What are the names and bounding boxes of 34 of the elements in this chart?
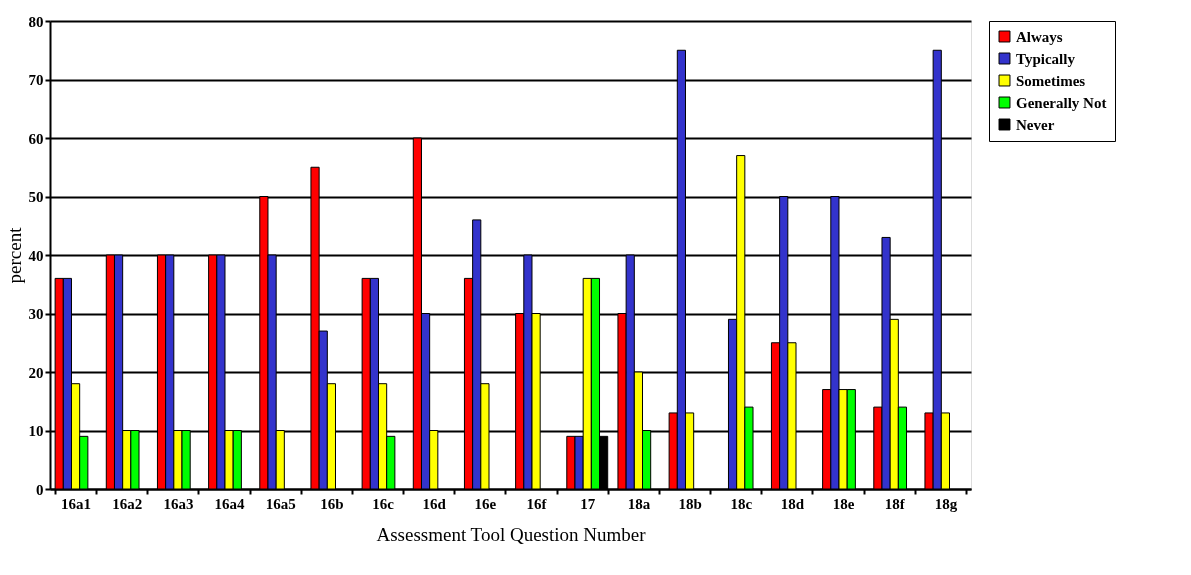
x-axis-title: Assessment Tool Question Number [376,523,647,545]
x-tick-label: 18a [627,495,651,512]
y-tick-label: 40 [28,247,44,264]
legend-label: Always [1016,28,1063,45]
x-tick-label: 18b [678,495,702,512]
y-tick-label: 70 [28,72,44,88]
x-tick-label: 18d [780,495,805,512]
x-tick-label: 18g [934,495,958,512]
legend-label: Never [1016,116,1055,133]
x-tick-label: 16d [422,495,447,512]
x-tick-label: 16a1 [61,495,92,512]
x-tick-label: 18e [832,495,855,512]
x-tick-label: 16f [526,495,548,512]
x-tick-label: 16a2 [112,495,143,512]
x-tick-label: 18f [884,495,906,512]
legend-label: Sometimes [1016,72,1086,89]
x-tick-label: 16e [474,495,497,512]
x-tick-label: 16b [320,495,344,512]
x-tick-label: 18c [730,495,753,512]
y-tick-label: 60 [28,130,44,147]
y-tick-label: 0 [36,481,44,498]
x-tick-label: 17 [580,495,596,512]
y-tick-label: 20 [28,364,44,381]
y-tick-label: 50 [28,189,44,205]
y-tick-label: 80 [28,13,44,30]
y-tick-label: 30 [28,306,44,322]
x-tick-label: 16a3 [163,495,194,512]
y-tick-label: 10 [28,423,44,439]
legend-label: Typically [1016,50,1076,67]
legend-label: Generally Not [1016,94,1107,111]
y-axis-title: percent [3,226,25,284]
x-tick-label: 16c [372,495,395,512]
x-tick-label: 16a5 [265,495,296,512]
x-tick-label: 16a4 [214,495,246,512]
